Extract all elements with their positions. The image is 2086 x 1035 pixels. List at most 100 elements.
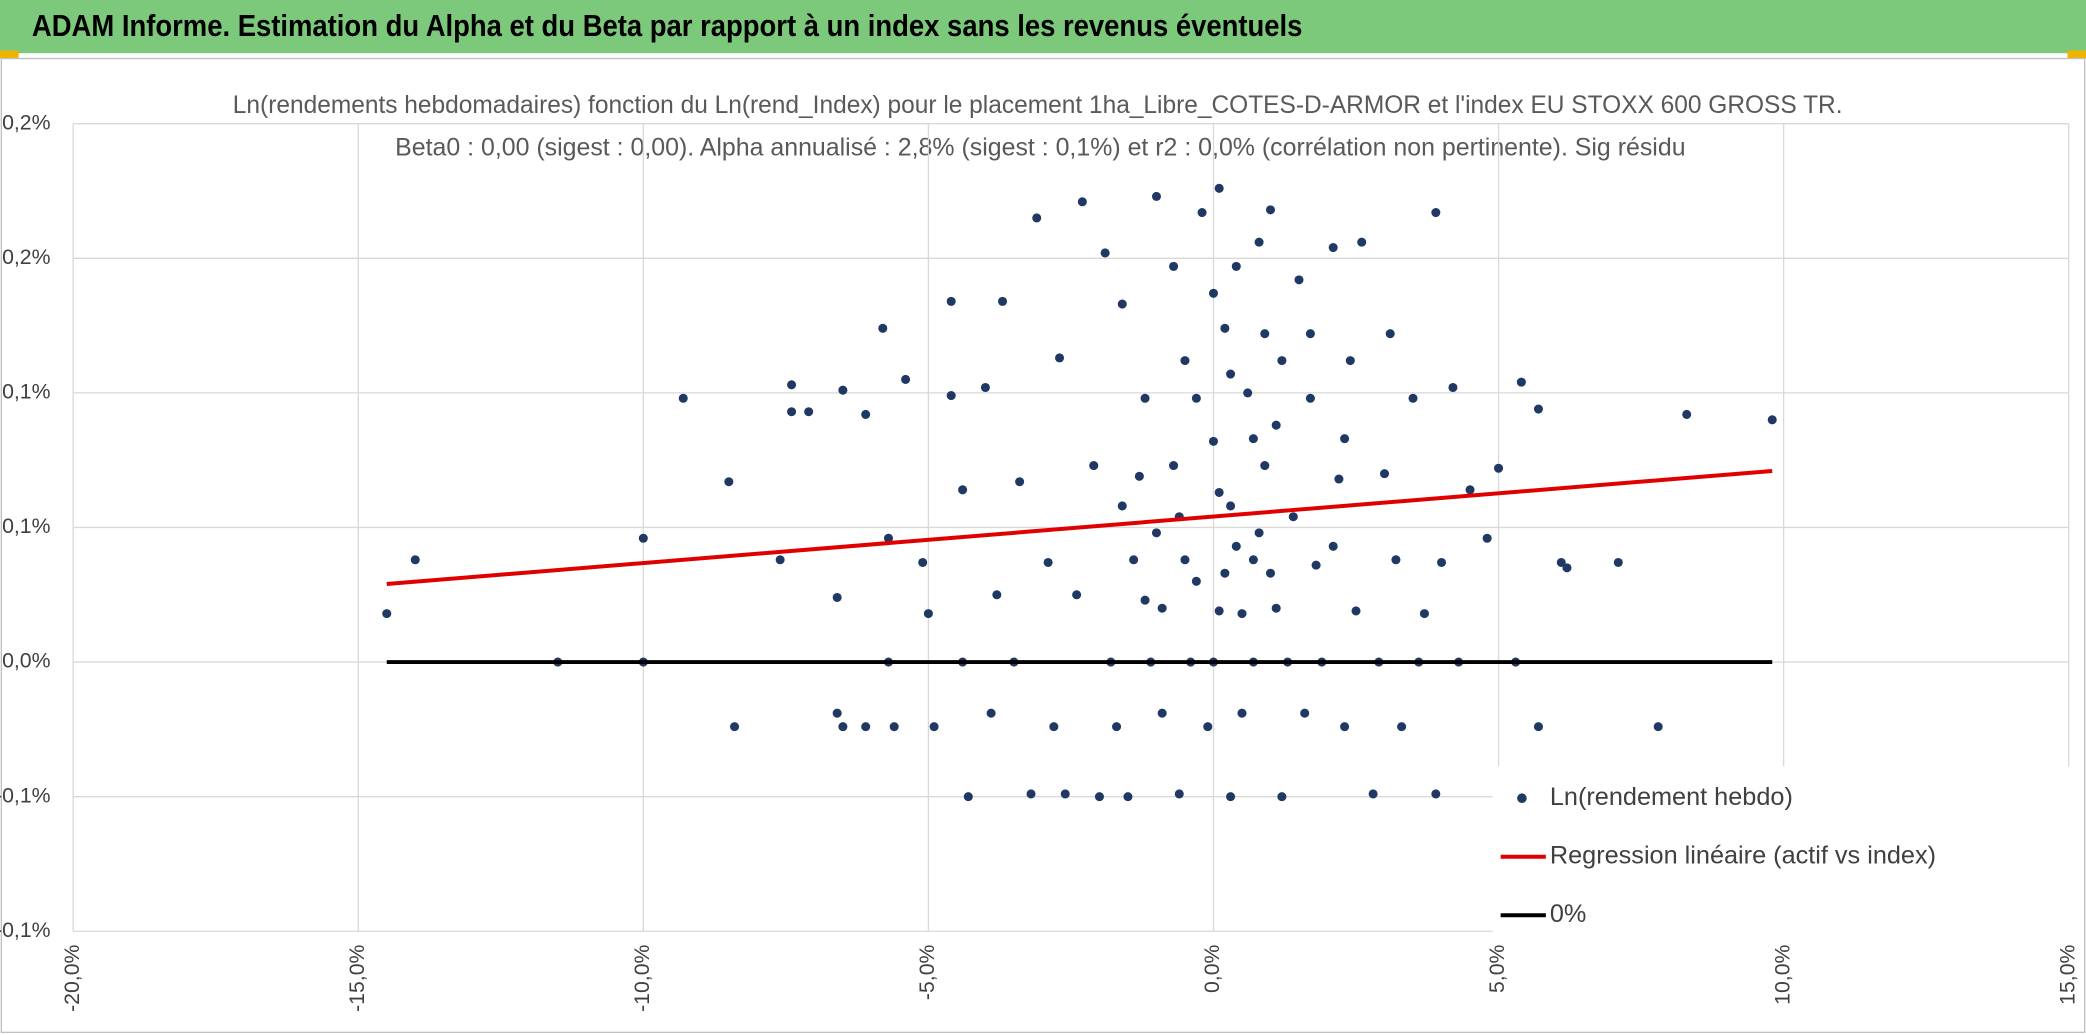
point xyxy=(1767,415,1777,425)
chart-subtitle: Beta0 : 0,00 (sigest : 0,00). Alpha annu… xyxy=(395,134,1685,162)
point xyxy=(1214,606,1224,616)
point xyxy=(1391,555,1401,565)
point xyxy=(1174,789,1184,799)
point xyxy=(1237,708,1247,718)
point xyxy=(1368,789,1378,799)
point xyxy=(1385,329,1395,339)
point xyxy=(1448,382,1458,393)
x-tick-label: 10,0% xyxy=(1770,944,1794,1004)
point xyxy=(997,296,1008,306)
point xyxy=(1328,541,1338,551)
point xyxy=(980,382,990,393)
point xyxy=(883,533,894,543)
corner xyxy=(0,50,19,59)
point xyxy=(1015,477,1025,487)
point xyxy=(1300,708,1310,718)
point xyxy=(1516,377,1526,387)
point xyxy=(1260,329,1270,339)
point xyxy=(1191,576,1201,586)
point xyxy=(1134,471,1144,481)
point xyxy=(1231,541,1241,551)
point xyxy=(1248,434,1258,444)
point xyxy=(861,409,871,419)
point xyxy=(382,609,392,619)
point xyxy=(1482,533,1492,543)
y-tick-label: -0,1% xyxy=(0,918,51,942)
legend-box xyxy=(1492,766,2079,940)
point xyxy=(1226,792,1236,802)
point xyxy=(1311,560,1321,570)
point xyxy=(1100,248,1110,258)
point xyxy=(1271,420,1281,430)
point xyxy=(1379,469,1390,479)
point xyxy=(1408,393,1418,403)
point xyxy=(1208,436,1218,446)
point xyxy=(1613,557,1623,567)
point xyxy=(1254,528,1264,538)
point xyxy=(1260,461,1270,471)
point xyxy=(1060,789,1070,799)
point xyxy=(1294,275,1304,285)
chart-title: Ln(rendements hebdomadaires) fonction du… xyxy=(233,91,1843,119)
point xyxy=(1203,722,1213,732)
point xyxy=(923,609,933,619)
point xyxy=(1180,356,1190,366)
point xyxy=(1494,463,1504,473)
point xyxy=(1271,603,1281,613)
point xyxy=(1431,789,1441,799)
point xyxy=(1157,708,1167,718)
point xyxy=(1265,568,1276,578)
legend-label: 0% xyxy=(1550,900,1587,928)
point xyxy=(1437,557,1447,567)
y-tick-label: 0,2% xyxy=(2,110,51,134)
page-title: ADAM Informe. Estimation du Alpha et du … xyxy=(32,9,1302,43)
y-tick-label: 0,0% xyxy=(2,649,51,673)
point xyxy=(838,722,848,732)
point xyxy=(410,555,420,565)
point xyxy=(1151,528,1161,538)
point xyxy=(1089,461,1099,471)
point xyxy=(1208,288,1218,298)
point xyxy=(1094,792,1104,802)
x-tick-label: -10,0% xyxy=(630,944,654,1011)
point xyxy=(1072,590,1082,600)
point xyxy=(775,555,785,565)
point xyxy=(929,722,939,732)
point xyxy=(1556,557,1566,567)
point xyxy=(1226,369,1236,379)
point xyxy=(1562,563,1572,573)
point xyxy=(1237,609,1247,619)
point xyxy=(1032,213,1042,223)
point xyxy=(1465,485,1475,495)
point xyxy=(838,385,848,395)
point xyxy=(1265,205,1276,215)
point xyxy=(946,296,956,306)
x-tick-label: 5,0% xyxy=(1485,944,1509,993)
point xyxy=(1026,789,1036,799)
legend-label: Regression linéaire (actif vs index) xyxy=(1550,841,1936,869)
x-tick-label: -5,0% xyxy=(915,944,939,1000)
point xyxy=(1049,722,1059,732)
point xyxy=(1112,722,1122,732)
point xyxy=(1231,261,1241,271)
point xyxy=(986,708,996,718)
legend-marker xyxy=(1517,793,1527,803)
point xyxy=(1328,243,1338,253)
point xyxy=(832,592,842,602)
point xyxy=(1431,208,1441,218)
point xyxy=(1357,237,1367,247)
point xyxy=(861,722,871,732)
point xyxy=(1055,353,1065,363)
point xyxy=(638,533,648,543)
point xyxy=(1533,722,1543,732)
x-tick-label: 0,0% xyxy=(1200,944,1224,993)
point xyxy=(1340,434,1350,444)
point xyxy=(878,323,888,333)
point xyxy=(1288,512,1298,522)
point xyxy=(963,792,973,802)
point xyxy=(1334,474,1344,484)
point xyxy=(1248,555,1258,565)
point xyxy=(1191,393,1201,403)
